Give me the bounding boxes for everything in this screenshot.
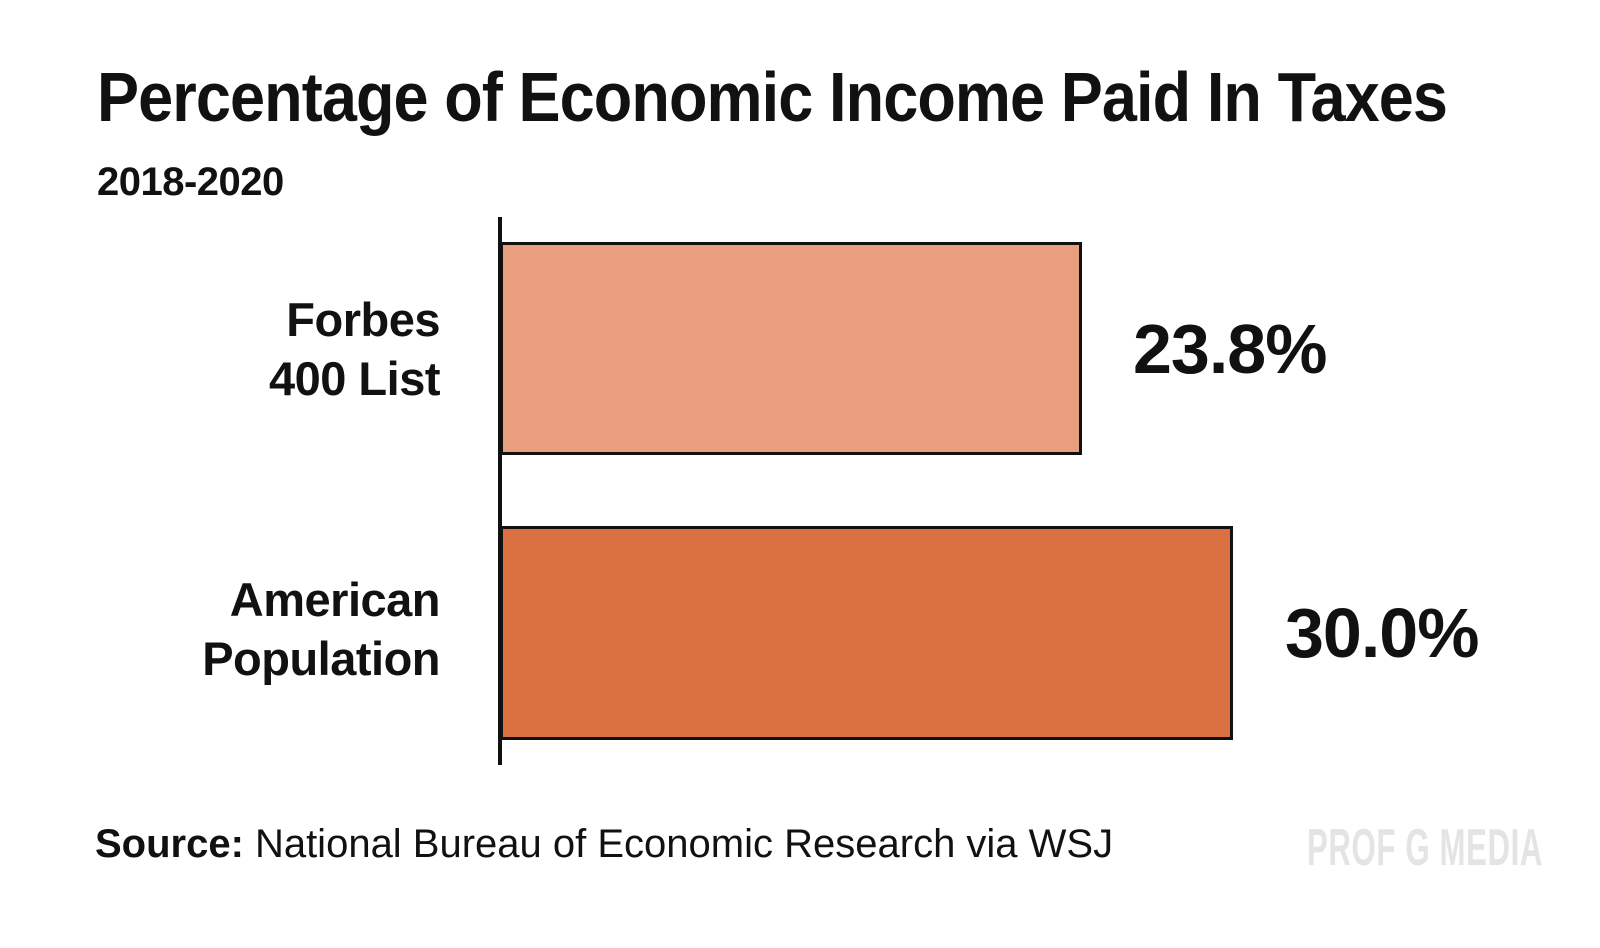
category-label-line: Population [202,632,440,685]
chart-subtitle: 2018-2020 [97,160,284,204]
source-note-text: National Bureau of Economic Research via… [254,822,1114,866]
source-note: Source: National Bureau of Economic Resea… [95,820,1113,868]
bar-american-population [500,526,1233,740]
chart-title: Percentage of Economic Income Paid In Ta… [97,58,1448,136]
bar-forbes-400 [500,242,1082,455]
category-label-line: 400 List [268,352,441,405]
category-label-line: American [229,573,441,626]
category-label-american-population: American Population [80,570,440,688]
value-label-american-population: 30.0% [1285,594,1479,672]
watermark-prof-g-media: PROF G MEDIA [1307,819,1544,877]
value-label-forbes-400: 23.8% [1133,310,1327,388]
y-axis-line [498,217,502,765]
category-label-line: Forbes [286,293,440,346]
category-label-forbes-400: Forbes 400 List [80,290,441,408]
source-note-label: Source: [95,822,244,866]
